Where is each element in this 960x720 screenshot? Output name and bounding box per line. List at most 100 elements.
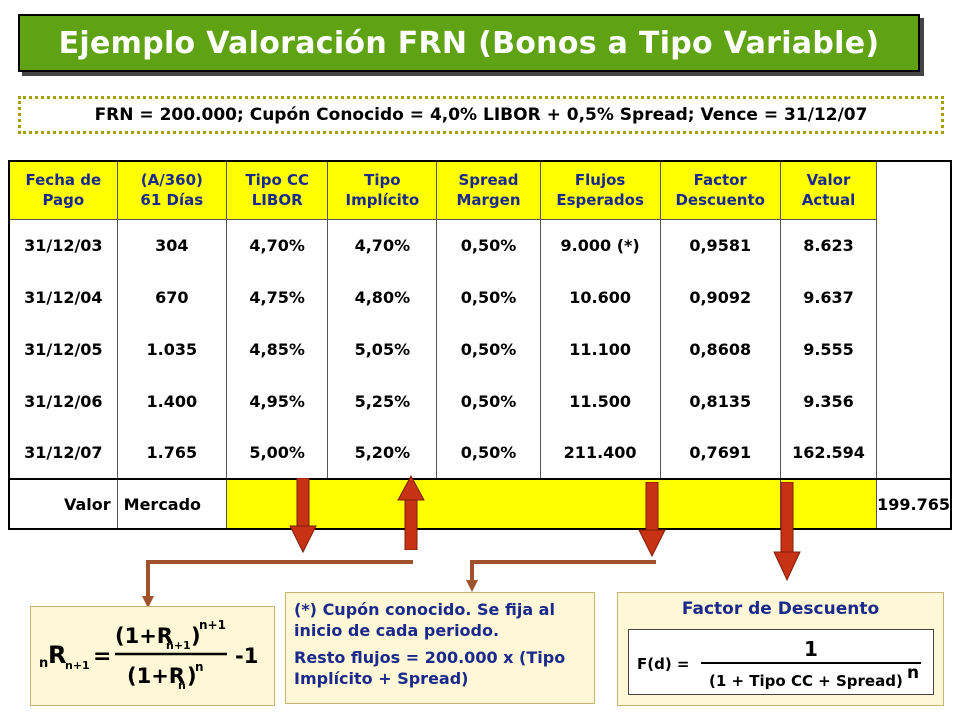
- formula-num-exp: n+1: [199, 618, 226, 632]
- note-box: (*) Cupón conocido. Se fija al inicio de…: [285, 592, 595, 704]
- header-line: Tipo CC: [245, 171, 310, 190]
- formula-num: (1+R: [115, 624, 173, 648]
- header-line: Factor: [693, 171, 747, 190]
- table-cell: 9.637: [779, 271, 878, 323]
- header-spread: Spread Margen: [436, 160, 541, 220]
- header-tipo-cc: Tipo CC LIBOR: [225, 160, 329, 220]
- formula-den-exp: n: [195, 660, 204, 674]
- table-cell: 11.100: [539, 323, 661, 375]
- table-cell: 4,95%: [225, 375, 329, 427]
- header-line: Spread: [458, 171, 519, 190]
- header-line: Flujos: [574, 171, 626, 190]
- formula-num-sub: n+1: [166, 639, 191, 652]
- header-line: Descuento: [675, 191, 765, 210]
- title-banner: Ejemplo Valoración FRN (Bonos a Tipo Var…: [18, 14, 920, 72]
- table-cell: 31/12/06: [8, 375, 118, 427]
- table-cell: 5,20%: [327, 427, 438, 479]
- table-cell: 31/12/05: [8, 323, 118, 375]
- highlight-spacer: [779, 478, 878, 529]
- header-line: Margen: [456, 191, 521, 210]
- valuation-table: Fecha de Pago (A/360) 61 Días Tipo CC LI…: [8, 160, 952, 530]
- table-cell: 9.555: [779, 323, 878, 375]
- table-row: 31/12/07 1.765 5,00% 5,20% 0,50% 211.400…: [8, 427, 951, 479]
- table-cell: 4,70%: [327, 219, 438, 271]
- page-title: Ejemplo Valoración FRN (Bonos a Tipo Var…: [58, 25, 880, 61]
- discount-factor-formula-box: F(d) = 1 (1 + Tipo CC + Spread) n: [628, 629, 934, 695]
- table-row: 31/12/04 670 4,75% 4,80% 0,50% 10.600 0,…: [8, 271, 951, 323]
- table-cell: 5,05%: [327, 323, 438, 375]
- formula-num-close: ): [191, 624, 201, 648]
- factor-lhs: F(d) =: [637, 655, 690, 673]
- discount-factor-formula: F(d) = 1 (1 + Tipo CC + Spread) n: [637, 637, 921, 690]
- table-row: 31/12/03 304 4,70% 4,70% 0,50% 9.000 (*)…: [8, 219, 951, 271]
- table-cell: 0,50%: [436, 375, 541, 427]
- formula-den-sub: n: [178, 679, 186, 692]
- formula-den-close: ): [187, 664, 197, 688]
- table-cell: 8.623: [779, 219, 878, 271]
- header-line: Fecha de: [25, 171, 102, 190]
- market-value-row: Valor Mercado 199.765: [8, 478, 952, 529]
- connector-to-formula: [142, 560, 413, 608]
- header-line: (A/360): [140, 171, 203, 190]
- table-cell: 0,9581: [659, 219, 781, 271]
- formula-lhs-r: R: [48, 641, 66, 669]
- formula-den: (1+R: [127, 664, 185, 688]
- note-line-1: (*) Cupón conocido. Se fija al inicio de…: [294, 600, 555, 640]
- table-cell: 4,85%: [225, 323, 329, 375]
- table-cell: 0,8608: [659, 323, 781, 375]
- table-cell: 5,25%: [327, 375, 438, 427]
- arrow-down-tipo-cc: [289, 478, 317, 554]
- header-factor: Factor Descuento: [659, 160, 781, 220]
- table-cell: 304: [116, 219, 227, 271]
- table-header-row: Fecha de Pago (A/360) 61 Días Tipo CC LI…: [8, 160, 951, 220]
- factor-numerator: 1: [804, 637, 818, 661]
- table-cell: 1.035: [116, 323, 227, 375]
- header-line: LIBOR: [251, 191, 303, 210]
- formula-lhs-sub: n: [39, 656, 48, 671]
- table-cell: 31/12/07: [8, 427, 118, 479]
- formula-eq: =: [93, 644, 111, 669]
- table-cell: 4,80%: [327, 271, 438, 323]
- arrow-down-factor: [773, 482, 801, 582]
- header-line: 61 Días: [140, 191, 204, 210]
- factor-exponent: n: [907, 663, 919, 683]
- factor-denominator: (1 + Tipo CC + Spread): [709, 672, 903, 690]
- table-cell: 0,50%: [436, 323, 541, 375]
- market-value-label-b: Mercado: [116, 478, 227, 529]
- table-cell: 10.600: [539, 271, 661, 323]
- table-cell: 4,70%: [225, 219, 329, 271]
- table-cell: 0,50%: [436, 219, 541, 271]
- table-cell: 0,7691: [659, 427, 781, 479]
- header-line: Tipo: [364, 171, 401, 190]
- table-cell: 1.765: [116, 427, 227, 479]
- table-row: 31/12/05 1.035 4,85% 5,05% 0,50% 11.100 …: [8, 323, 951, 375]
- table-cell: 9.000 (*): [539, 219, 661, 271]
- header-fecha-pago: Fecha de Pago: [8, 160, 118, 220]
- table-cell: 0,9092: [659, 271, 781, 323]
- header-line: Pago: [42, 191, 85, 210]
- table-cell: 0,50%: [436, 427, 541, 479]
- forward-rate-formula: n R n+1 = (1+R n+1 ) n+1 (1+R n ) n -1: [39, 618, 258, 692]
- header-line: Esperados: [556, 191, 644, 210]
- table-cell: 0,8135: [659, 375, 781, 427]
- header-line: Actual: [801, 191, 856, 210]
- market-value-total: 199.765: [876, 478, 952, 529]
- table-cell: 1.400: [116, 375, 227, 427]
- forward-rate-formula-box: n R n+1 = (1+R n+1 ) n+1 (1+R n ) n -1: [30, 606, 275, 706]
- table-cell: 31/12/03: [8, 219, 118, 271]
- discount-factor-box: Factor de Descuento F(d) = 1 (1 + Tipo C…: [617, 592, 944, 706]
- table-cell: 9.356: [779, 375, 878, 427]
- discount-factor-title: Factor de Descuento: [681, 599, 880, 619]
- connector-to-note: [466, 560, 656, 592]
- formula-lhs-subsub: n+1: [65, 659, 90, 672]
- table-cell: 5,00%: [225, 427, 329, 479]
- note-line-2: Resto flujos = 200.000 x (Tipo Implícito…: [294, 648, 566, 688]
- table-row: 31/12/06 1.400 4,95% 5,25% 0,50% 11.500 …: [8, 375, 951, 427]
- arrow-down-flujos: [638, 482, 666, 558]
- table-cell: 211.400: [539, 427, 661, 479]
- table-cell: 31/12/04: [8, 271, 118, 323]
- market-value-label-a: Valor: [8, 478, 118, 529]
- table-cell: 0,50%: [436, 271, 541, 323]
- table-cell: 162.594: [779, 427, 878, 479]
- table-cell: 11.500: [539, 375, 661, 427]
